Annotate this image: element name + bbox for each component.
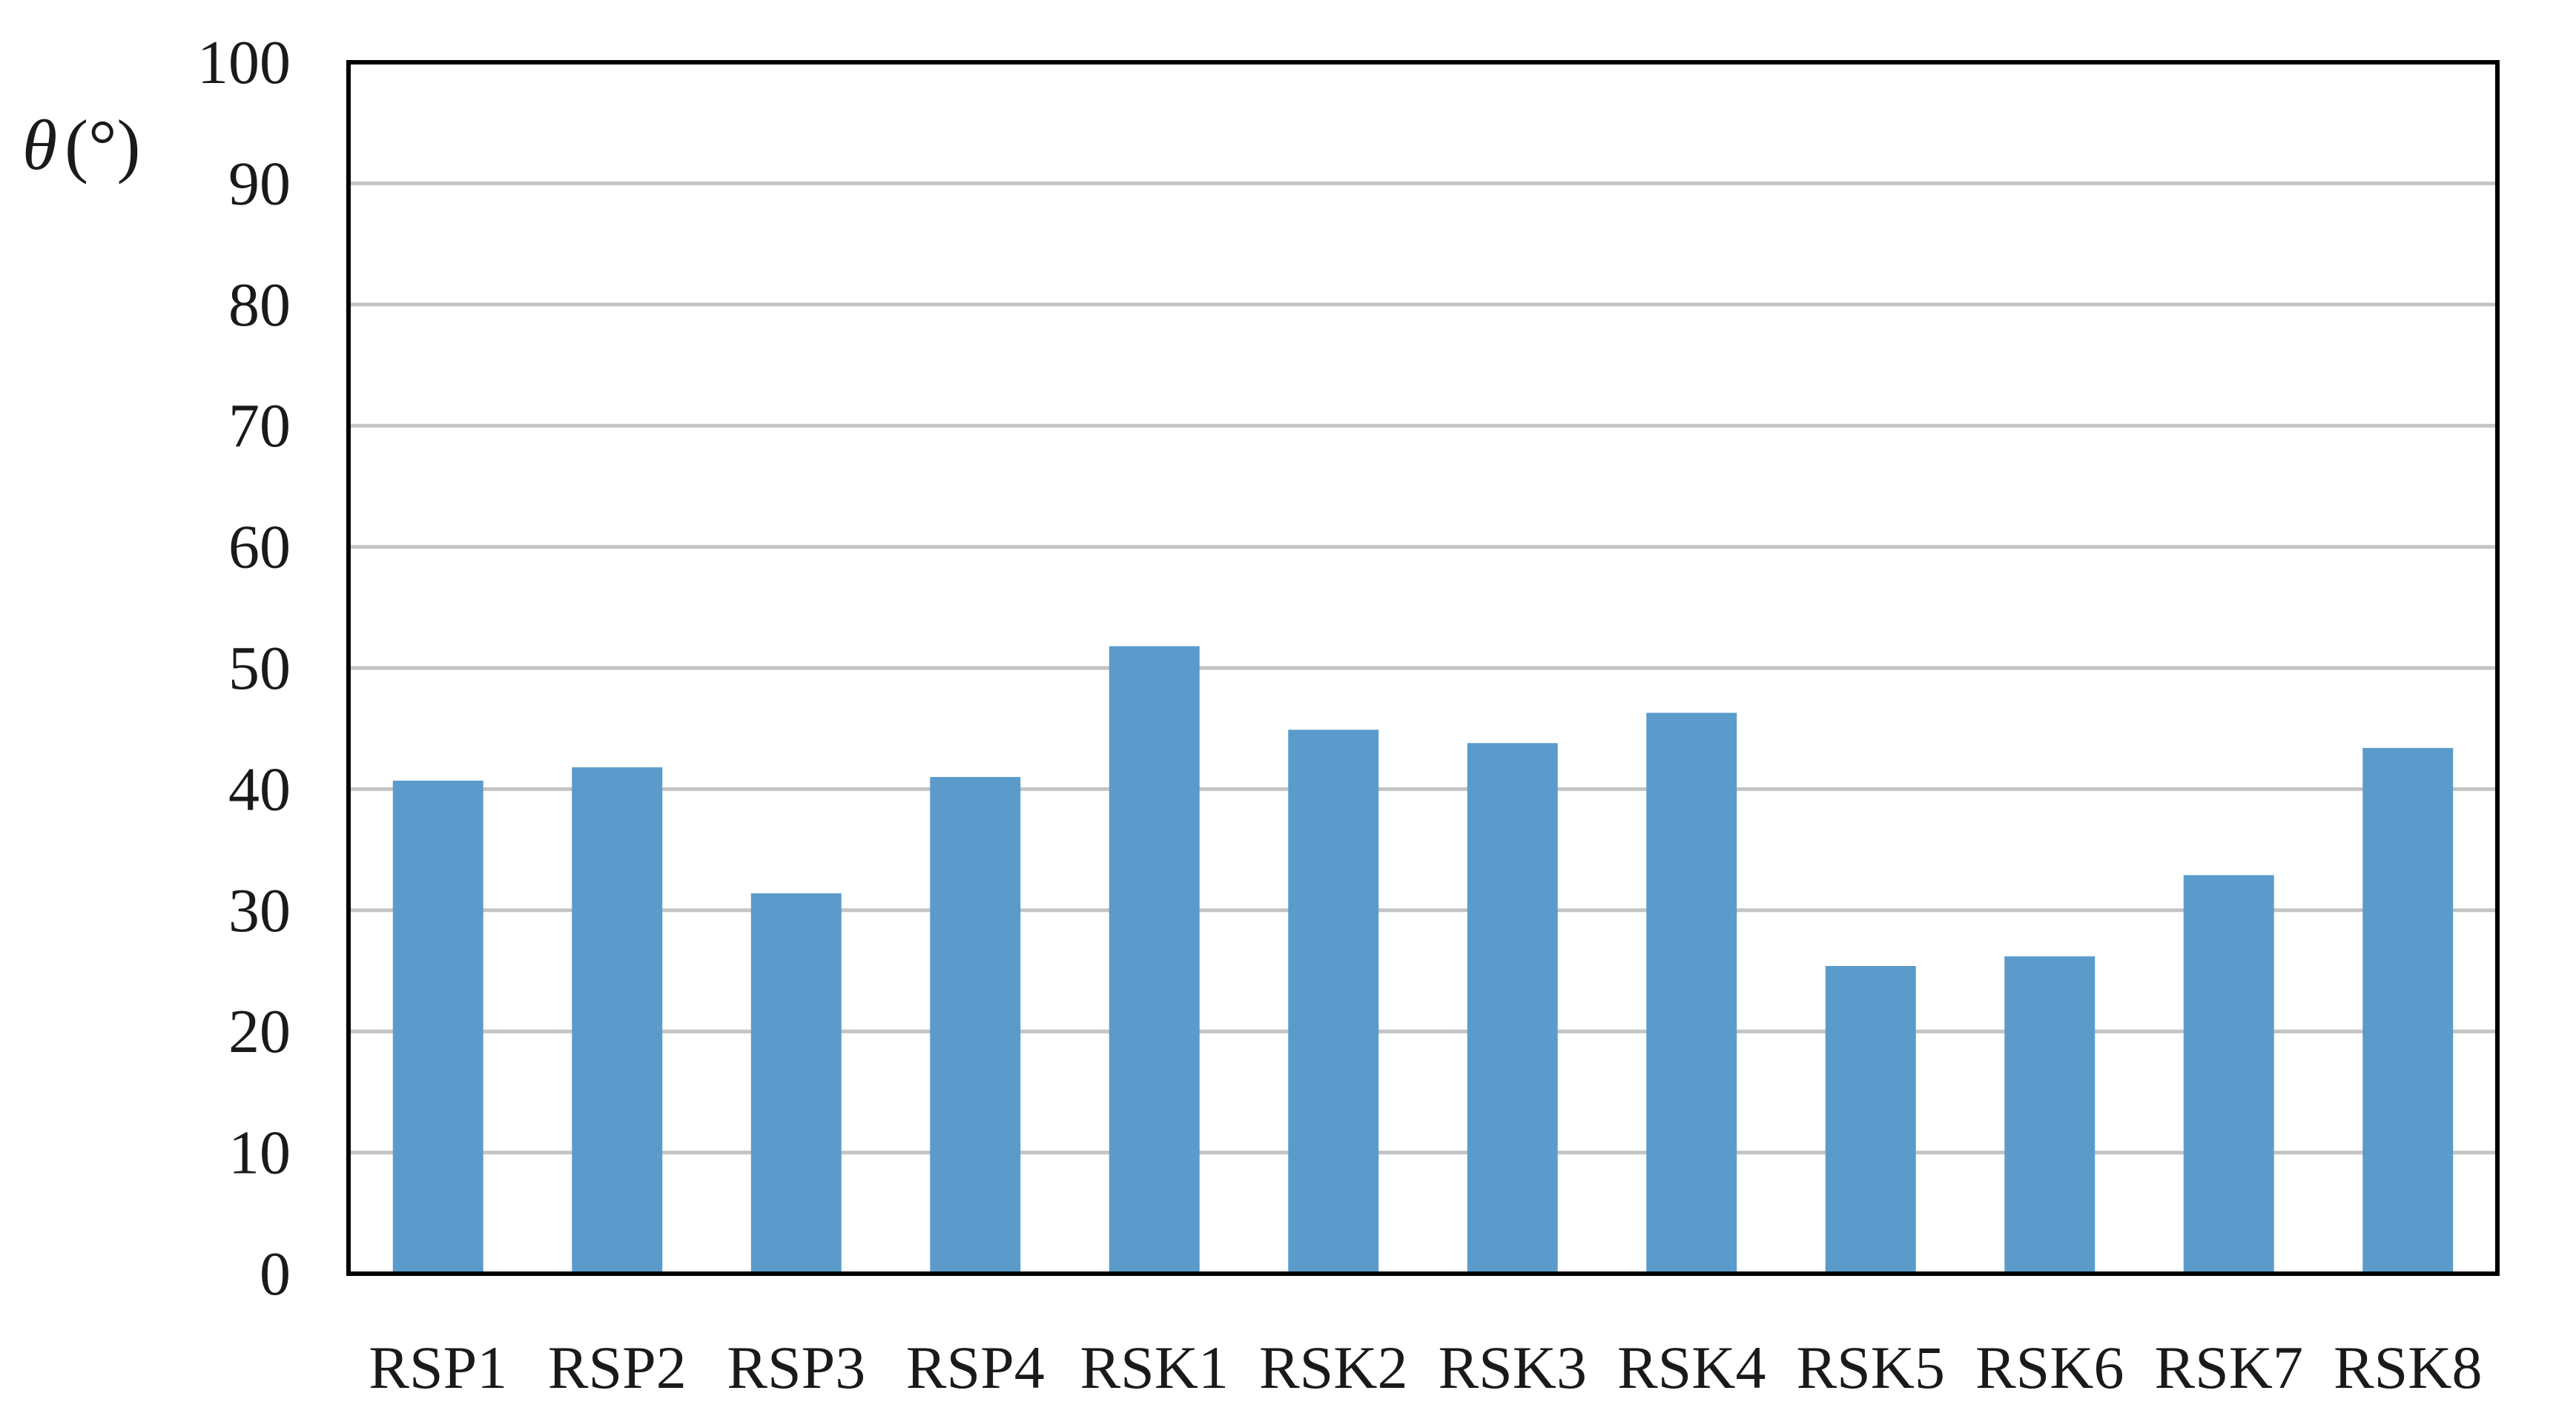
y-tick-label: 90	[228, 149, 291, 218]
bar-rsk3	[1467, 743, 1558, 1274]
bar-rsk1	[1109, 646, 1200, 1274]
bar-rsk7	[2183, 875, 2274, 1274]
x-tick-label-rsk7: RSK7	[2154, 1334, 2303, 1401]
y-tick-label: 0	[260, 1240, 291, 1309]
y-axis-label-symbol: θ	[22, 105, 57, 185]
bar-rsp4	[930, 777, 1021, 1274]
bar-rsp1	[392, 780, 483, 1274]
x-tick-label-rsp3: RSP3	[727, 1334, 865, 1401]
y-tick-label: 70	[228, 391, 291, 460]
bar-rsp3	[750, 893, 842, 1274]
bar-rsk5	[1825, 965, 1916, 1274]
bar-rsk4	[1646, 712, 1737, 1274]
x-tick-label-rsk2: RSK2	[1259, 1334, 1408, 1401]
x-tick-label-rsk6: RSK6	[1975, 1334, 2124, 1401]
bar-rsk8	[2362, 747, 2454, 1274]
plot-frame	[346, 60, 2500, 1276]
x-axis-categories: RSP1 RSP2 RSP3 RSP4 RSK1 RSK2 RSK3 RSK4 RSK5 RSK6…	[369, 1334, 2482, 1401]
y-tick-label: 50	[228, 634, 291, 703]
bar-rsp2	[572, 767, 663, 1274]
y-tick-label: 20	[228, 997, 291, 1066]
x-tick-label-rsk1: RSK1	[1080, 1334, 1229, 1401]
y-tick-label: 10	[228, 1119, 291, 1188]
bars	[392, 646, 2454, 1274]
y-tick-label: 30	[228, 876, 291, 945]
x-tick-label-rsk5: RSK5	[1796, 1334, 1945, 1401]
x-tick-label-rsk4: RSK4	[1617, 1334, 1766, 1401]
y-tick-label: 100	[197, 28, 291, 97]
x-tick-label-rsp1: RSP1	[369, 1334, 507, 1401]
gridlines	[349, 181, 2497, 1155]
bar-rsk2	[1288, 730, 1379, 1274]
y-tick-label: 80	[228, 271, 291, 340]
x-tick-label-rsp2: RSP2	[548, 1334, 687, 1401]
y-tick-label: 40	[228, 755, 291, 824]
x-tick-label-rsp4: RSP4	[906, 1334, 1045, 1401]
x-tick-label-rsk3: RSK3	[1438, 1334, 1587, 1401]
bar-rsk6	[2004, 956, 2096, 1274]
y-tick-label: 60	[228, 513, 291, 582]
y-axis-ticks: 0 10 20 30 40 50 60 70 80 90 100	[197, 28, 291, 1309]
y-axis-label-unit: (°)	[65, 105, 140, 185]
y-axis-label: θ (°)	[22, 105, 140, 185]
x-tick-label-rsk8: RSK8	[2334, 1334, 2483, 1401]
